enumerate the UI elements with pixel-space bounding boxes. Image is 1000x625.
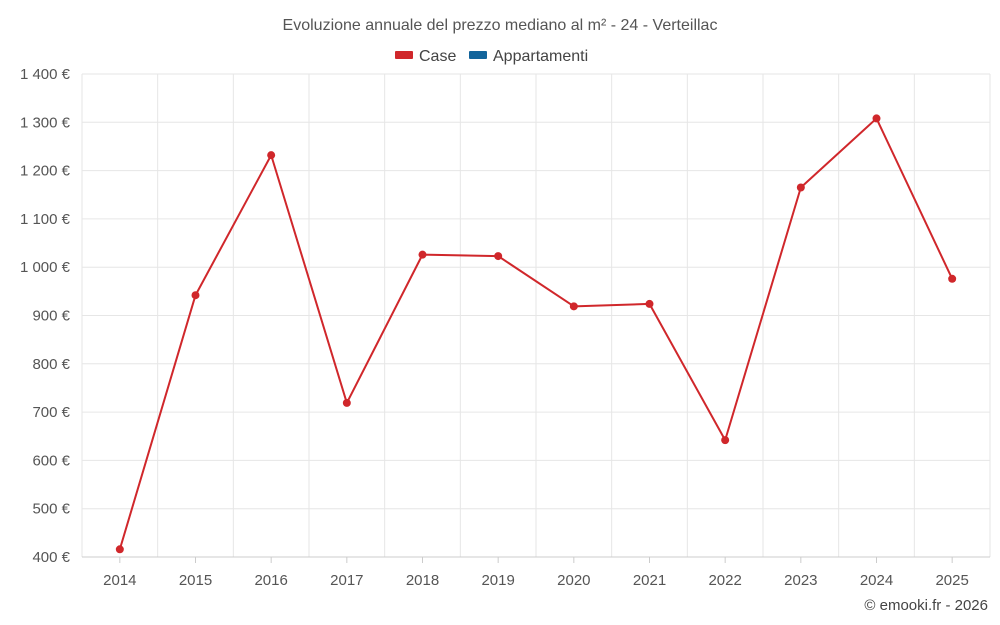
x-tick-label: 2018: [406, 572, 439, 589]
data-point[interactable]: [796, 183, 805, 192]
x-tick-label: 2021: [633, 572, 666, 589]
y-tick-label: 1 000 €: [20, 259, 71, 276]
x-tick-label: 2022: [708, 572, 741, 589]
data-point[interactable]: [569, 302, 578, 311]
data-point[interactable]: [872, 114, 881, 123]
x-tick-label: 2025: [935, 572, 968, 589]
y-tick-label: 500 €: [32, 501, 70, 518]
legend: Case Appartamenti: [395, 48, 588, 65]
legend-swatch-case: [395, 51, 413, 59]
y-tick-label: 400 €: [32, 549, 70, 566]
x-axis: 2014 2015 2016 2017 2018 2019 2020 2021 2022 2023…: [82, 556, 990, 589]
x-tick-label: 2023: [784, 572, 817, 589]
x-tick-label: 2015: [179, 572, 212, 589]
data-point[interactable]: [267, 151, 276, 160]
grid: [81, 73, 991, 557]
credit-text: © emooki.fr - 2026: [864, 597, 988, 614]
data-point[interactable]: [342, 398, 351, 407]
y-axis: 400 € 500 € 600 € 700 € 800 € 900 € 1 000 € 1 1…: [20, 66, 71, 566]
legend-item-case[interactable]: Case: [395, 48, 456, 65]
x-tick-label: 2024: [860, 572, 893, 589]
x-tick-label: 2019: [481, 572, 514, 589]
series-layer: [115, 114, 957, 554]
legend-label-case: Case: [419, 48, 456, 65]
y-tick-label: 600 €: [32, 452, 70, 469]
legend-label-appartamenti: Appartamenti: [493, 48, 588, 65]
data-point[interactable]: [721, 436, 730, 445]
x-tick-label: 2020: [557, 572, 590, 589]
data-point[interactable]: [948, 274, 957, 283]
data-point[interactable]: [645, 299, 654, 308]
y-tick-label: 1 200 €: [20, 163, 71, 180]
data-point[interactable]: [494, 252, 503, 261]
x-tick-label: 2014: [103, 572, 136, 589]
y-tick-label: 1 400 €: [20, 66, 71, 83]
y-tick-label: 700 €: [32, 404, 70, 421]
y-tick-label: 800 €: [32, 356, 70, 373]
legend-swatch-appartamenti: [469, 51, 487, 59]
y-tick-label: 1 300 €: [20, 114, 71, 131]
y-tick-label: 1 100 €: [20, 211, 71, 228]
legend-item-appartamenti[interactable]: Appartamenti: [469, 48, 588, 65]
chart-title: Evoluzione annuale del prezzo mediano al…: [283, 17, 718, 34]
y-tick-label: 900 €: [32, 308, 70, 325]
data-point[interactable]: [115, 545, 124, 554]
x-tick-label: 2017: [330, 572, 363, 589]
data-point[interactable]: [191, 291, 200, 300]
data-point[interactable]: [418, 250, 427, 259]
x-tick-label: 2016: [254, 572, 287, 589]
series-line-case: [118, 117, 954, 550]
